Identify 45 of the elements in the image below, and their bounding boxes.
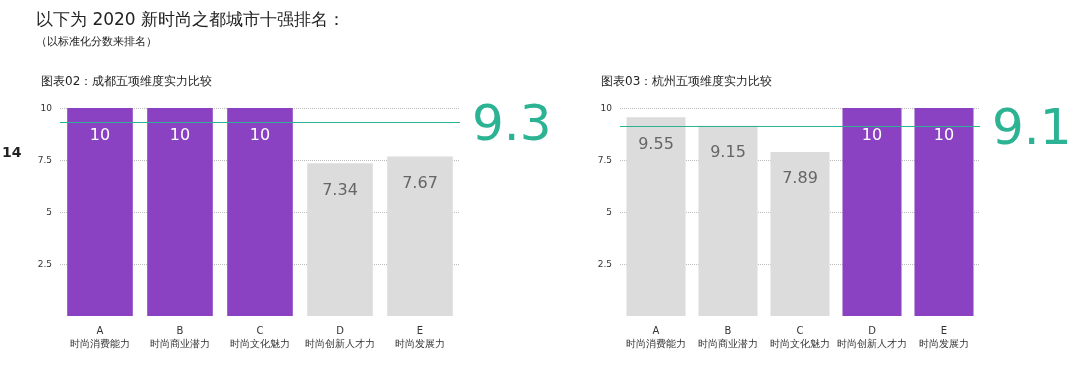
ref-line-label: 9.1 xyxy=(992,97,1072,156)
data-label: 10 xyxy=(933,124,955,144)
bar xyxy=(67,108,133,316)
x-tick-label: B 时尚商业潜力 xyxy=(150,325,210,349)
text: 以下为 2020 新时尚之都城市十强排名： xyxy=(36,8,346,31)
y-tick-label: 10 xyxy=(600,103,613,113)
chart-title: 图表03：杭州五项维度实力比较 xyxy=(601,74,773,88)
data-label: 10 xyxy=(169,124,191,144)
chart-title: 图表02：成都五项维度实力比较 xyxy=(41,74,213,88)
data-label: 9.15 xyxy=(710,142,746,162)
bar xyxy=(698,125,758,316)
x-tick-label: D 时尚创新人才力 xyxy=(837,325,907,349)
data-label: 10 xyxy=(249,124,271,144)
bar xyxy=(307,163,373,316)
y-tick-label: 2.5 xyxy=(37,259,52,269)
data-label: 7.89 xyxy=(782,168,818,188)
y-tick-label: 7.5 xyxy=(37,155,52,165)
bar xyxy=(842,108,902,316)
y-tick-label: 5 xyxy=(46,207,52,217)
x-tick-label: C 时尚文化魅力 xyxy=(770,325,830,349)
x-tick-label: E 时尚发展力 xyxy=(395,325,445,349)
bar xyxy=(770,151,830,316)
y-tick-label: 7.5 xyxy=(597,155,612,165)
y-tick-label: 10 xyxy=(40,103,53,113)
data-label: 7.67 xyxy=(402,172,438,192)
y-tick-label: 2.5 xyxy=(597,259,612,269)
x-tick-label: A 时尚消费能力 xyxy=(626,325,686,349)
ref-line-label: 9.3 xyxy=(472,93,552,152)
data-label: 10 xyxy=(861,124,883,144)
bar xyxy=(626,117,686,316)
bar xyxy=(147,108,213,316)
x-tick-label: E 时尚发展力 xyxy=(919,325,969,349)
x-tick-label: A 时尚消费能力 xyxy=(70,325,130,349)
bar xyxy=(387,156,453,316)
x-tick-label: B 时尚商业潜力 xyxy=(698,325,758,349)
y-tick-label: 5 xyxy=(606,207,612,217)
data-label: 7.34 xyxy=(322,179,358,199)
text: 14 xyxy=(2,144,22,160)
data-label: 9.55 xyxy=(638,133,674,153)
x-tick-label: C 时尚文化魅力 xyxy=(230,325,290,349)
bar xyxy=(227,108,293,316)
bar xyxy=(914,108,974,316)
text: （以标准化分数来排名） xyxy=(36,34,157,49)
x-tick-label: D 时尚创新人才力 xyxy=(305,325,375,349)
data-label: 10 xyxy=(89,124,111,144)
